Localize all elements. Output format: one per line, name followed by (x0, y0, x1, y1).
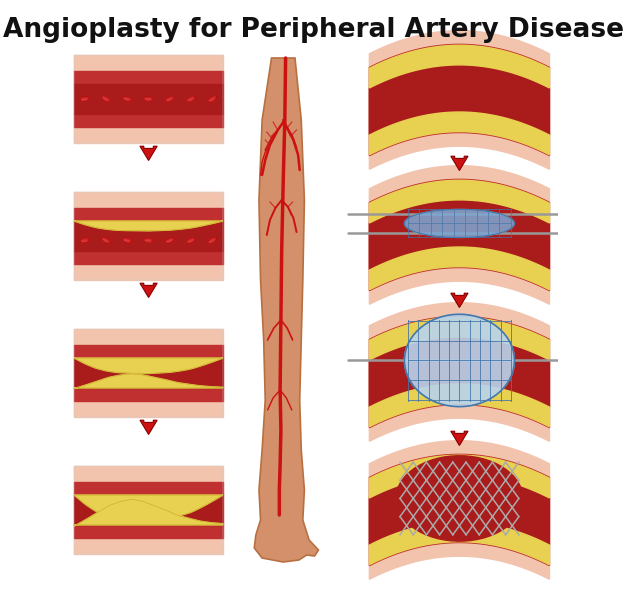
Polygon shape (369, 303, 550, 441)
Polygon shape (369, 45, 550, 156)
Polygon shape (369, 337, 550, 406)
Polygon shape (369, 247, 550, 290)
Polygon shape (123, 96, 132, 102)
Polygon shape (167, 239, 172, 242)
Polygon shape (369, 384, 550, 427)
Bar (74, 55, 223, 143)
Bar (74, 466, 223, 554)
Polygon shape (74, 358, 223, 374)
Polygon shape (188, 98, 193, 101)
Polygon shape (208, 96, 217, 102)
Polygon shape (369, 522, 550, 565)
Polygon shape (369, 65, 550, 134)
Polygon shape (145, 240, 150, 242)
Polygon shape (369, 455, 550, 498)
Text: Angioplasty for Peripheral Artery Disease: Angioplasty for Peripheral Artery Diseas… (3, 17, 623, 43)
Polygon shape (404, 314, 515, 406)
Polygon shape (208, 237, 217, 244)
Polygon shape (369, 475, 550, 544)
Polygon shape (74, 495, 223, 519)
Bar (74, 192, 223, 280)
Polygon shape (369, 166, 550, 304)
Polygon shape (81, 98, 87, 100)
Polygon shape (396, 456, 523, 541)
Polygon shape (404, 209, 515, 237)
FancyArrow shape (451, 156, 468, 171)
Polygon shape (165, 237, 175, 243)
FancyArrow shape (140, 420, 157, 434)
Polygon shape (103, 239, 108, 242)
Bar (74, 329, 223, 417)
Polygon shape (144, 96, 153, 102)
Polygon shape (369, 180, 550, 223)
Polygon shape (74, 499, 223, 526)
Polygon shape (123, 237, 132, 243)
Polygon shape (80, 96, 90, 102)
Polygon shape (187, 237, 196, 243)
Polygon shape (369, 112, 550, 155)
Polygon shape (103, 97, 108, 100)
Polygon shape (209, 98, 214, 101)
Polygon shape (369, 45, 550, 88)
FancyArrow shape (451, 431, 468, 446)
Polygon shape (369, 441, 550, 580)
Polygon shape (188, 239, 193, 242)
Polygon shape (369, 179, 550, 290)
FancyArrow shape (451, 293, 468, 308)
Polygon shape (81, 240, 87, 242)
Polygon shape (124, 239, 129, 242)
Polygon shape (187, 96, 196, 102)
FancyArrow shape (140, 283, 157, 298)
Polygon shape (369, 31, 550, 170)
Polygon shape (74, 374, 223, 389)
Polygon shape (74, 221, 223, 231)
Polygon shape (254, 58, 319, 562)
Polygon shape (101, 237, 111, 244)
Polygon shape (144, 237, 153, 243)
Polygon shape (369, 455, 550, 566)
Polygon shape (145, 98, 150, 100)
Polygon shape (167, 98, 172, 101)
FancyArrow shape (140, 146, 157, 161)
Polygon shape (369, 317, 550, 360)
Polygon shape (369, 201, 550, 270)
Polygon shape (124, 98, 129, 100)
Polygon shape (209, 239, 214, 242)
Polygon shape (165, 96, 175, 102)
Polygon shape (101, 96, 111, 102)
Polygon shape (80, 237, 90, 243)
Polygon shape (369, 317, 550, 428)
